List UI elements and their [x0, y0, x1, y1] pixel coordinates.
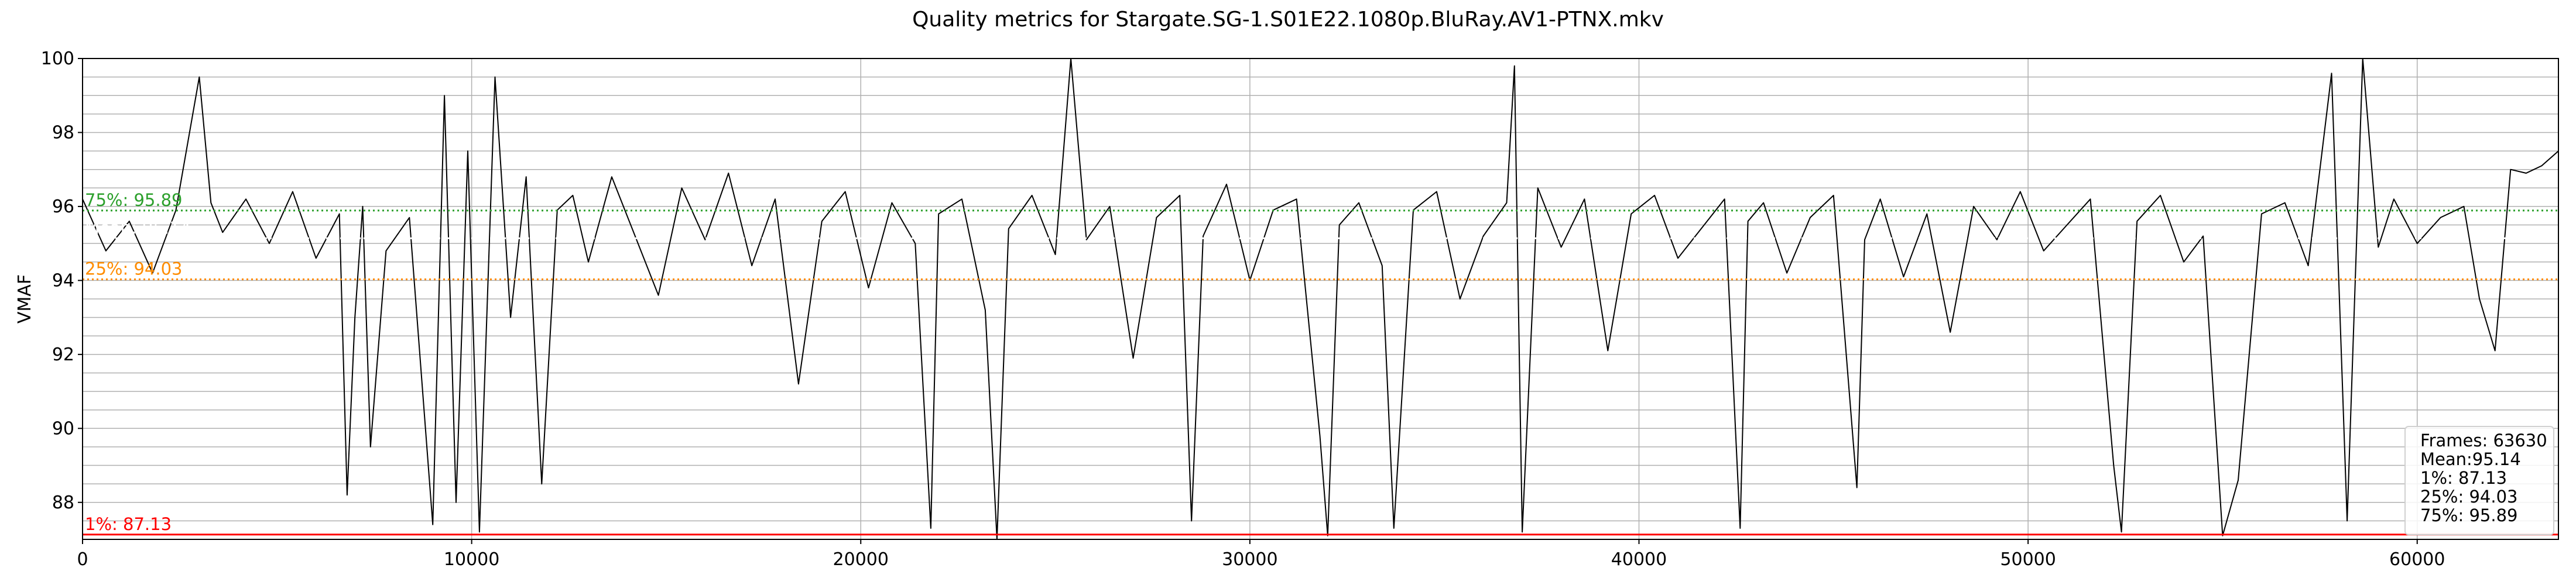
- y-tick-label: 88: [52, 493, 74, 513]
- stats-box-frame: [2404, 426, 2554, 535]
- stats-box-line: Mean:95.14: [2420, 449, 2521, 469]
- stats-box-line: Frames: 63630: [2420, 431, 2547, 450]
- stats-box-line: 75%: 95.89: [2420, 505, 2517, 525]
- reference-label-1: Mean: 95.14: [85, 218, 191, 238]
- reference-label-2: 25%: 94.03: [85, 259, 182, 278]
- x-tick-label: 20000: [833, 549, 889, 570]
- x-tick-label: 30000: [1222, 549, 1277, 570]
- y-tick-label: 96: [52, 197, 74, 217]
- grid: [82, 58, 2558, 540]
- x-tick-label: 40000: [1611, 549, 1667, 570]
- y-tick-label: 90: [52, 418, 74, 439]
- x-tick-label: 50000: [2000, 549, 2056, 570]
- y-tick-label: 94: [52, 270, 74, 291]
- series-layer: [82, 58, 2559, 540]
- x-tick-label: 0: [77, 549, 88, 570]
- axis-ticks: 88 90 92 94 96 98 100 0 10000 20000 30000 40000 5000…: [41, 49, 2445, 570]
- reference-label-3: 1%: 87.13: [85, 514, 172, 534]
- stats-box-line: 1%: 87.13: [2420, 468, 2507, 488]
- y-tick-label: 92: [52, 345, 74, 365]
- x-tick-label: 60000: [2389, 549, 2445, 570]
- y-tick-label: 98: [52, 122, 74, 143]
- reference-label-0: 75%: 95.89: [85, 190, 182, 210]
- series-line-0: [82, 58, 2559, 540]
- y-tick-label: 100: [41, 49, 74, 69]
- chart-title: Quality metrics for Stargate.SG-1.S01E22…: [912, 8, 1664, 32]
- plot-frame: [82, 58, 2559, 540]
- y-axis-label: VMAF: [15, 274, 35, 324]
- x-tick-label: 10000: [444, 549, 499, 570]
- stats-box-line: 25%: 94.03: [2420, 487, 2517, 507]
